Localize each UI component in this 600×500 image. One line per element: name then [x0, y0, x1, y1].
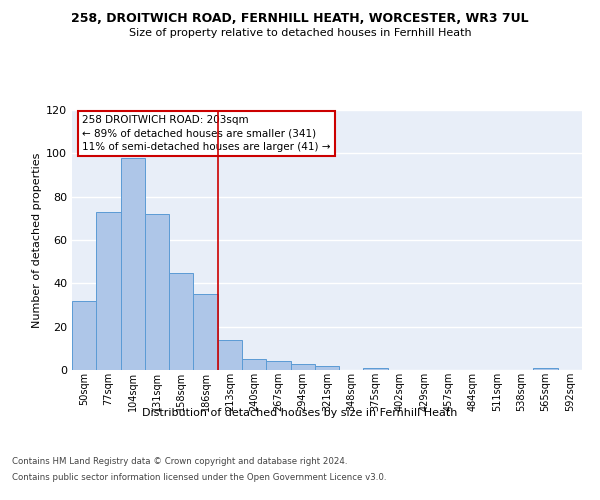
Bar: [96, 212, 121, 370]
Text: Contains public sector information licensed under the Open Government Licence v3: Contains public sector information licen…: [12, 472, 386, 482]
Bar: [266, 362, 290, 370]
Text: 258, DROITWICH ROAD, FERNHILL HEATH, WORCESTER, WR3 7UL: 258, DROITWICH ROAD, FERNHILL HEATH, WOR…: [71, 12, 529, 26]
Text: 258 DROITWICH ROAD: 203sqm
← 89% of detached houses are smaller (341)
11% of sem: 258 DROITWICH ROAD: 203sqm ← 89% of deta…: [82, 115, 331, 152]
Bar: [218, 340, 242, 370]
Text: Size of property relative to detached houses in Fernhill Heath: Size of property relative to detached ho…: [128, 28, 472, 38]
Bar: [315, 366, 339, 370]
Bar: [364, 368, 388, 370]
Bar: [121, 158, 145, 370]
Bar: [145, 214, 169, 370]
Y-axis label: Number of detached properties: Number of detached properties: [32, 152, 42, 328]
Bar: [169, 272, 193, 370]
Bar: [72, 300, 96, 370]
Bar: [290, 364, 315, 370]
Bar: [533, 368, 558, 370]
Text: Contains HM Land Registry data © Crown copyright and database right 2024.: Contains HM Land Registry data © Crown c…: [12, 458, 347, 466]
Bar: [242, 359, 266, 370]
Text: Distribution of detached houses by size in Fernhill Heath: Distribution of detached houses by size …: [142, 408, 458, 418]
Bar: [193, 294, 218, 370]
